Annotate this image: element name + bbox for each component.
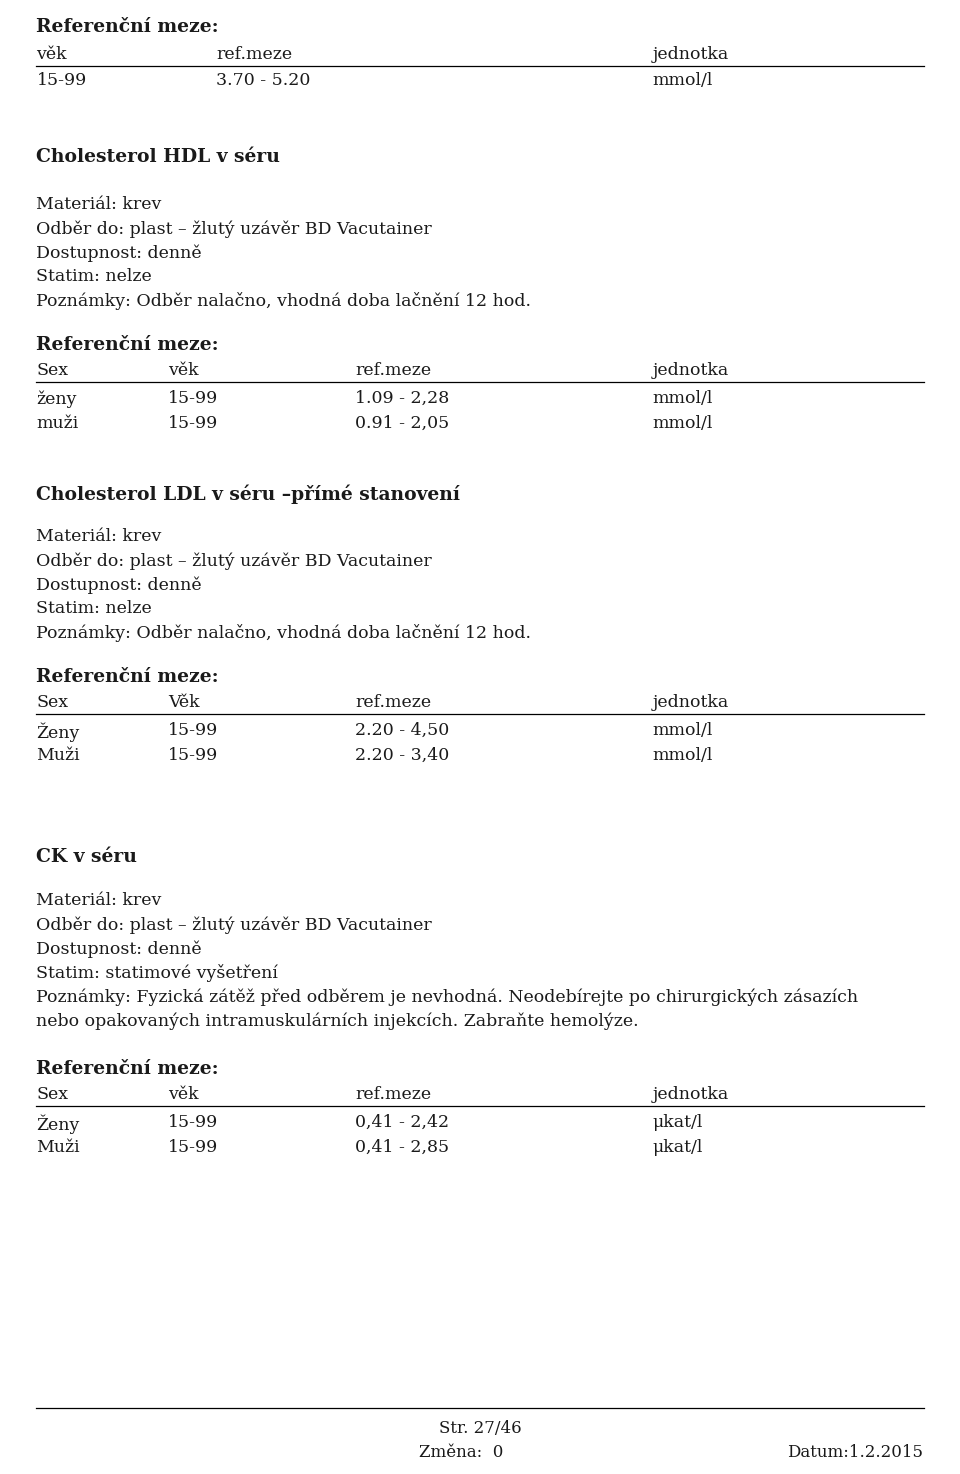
Text: věk: věk <box>168 1086 199 1103</box>
Text: 0,41 - 2,42: 0,41 - 2,42 <box>355 1114 449 1131</box>
Text: Referenční meze:: Referenční meze: <box>36 18 219 35</box>
Text: Změna:  0: Změna: 0 <box>419 1445 503 1461</box>
Text: 2.20 - 4,50: 2.20 - 4,50 <box>355 722 449 738</box>
Text: Sex: Sex <box>36 694 68 710</box>
Text: mmol/l: mmol/l <box>653 747 713 764</box>
Text: Ženy: Ženy <box>36 1114 80 1134</box>
Text: mmol/l: mmol/l <box>653 391 713 407</box>
Text: Muži: Muži <box>36 747 80 764</box>
Text: ref.meze: ref.meze <box>216 46 292 63</box>
Text: ref.meze: ref.meze <box>355 1086 431 1103</box>
Text: Věk: Věk <box>168 694 200 710</box>
Text: mmol/l: mmol/l <box>653 722 713 738</box>
Text: 1.09 - 2,28: 1.09 - 2,28 <box>355 391 449 407</box>
Text: ref.meze: ref.meze <box>355 363 431 379</box>
Text: Dostupnost: denně: Dostupnost: denně <box>36 576 203 594</box>
Text: Referenční meze:: Referenční meze: <box>36 1060 219 1077</box>
Text: Statim: statimové vyšetření: Statim: statimové vyšetření <box>36 964 278 982</box>
Text: mmol/l: mmol/l <box>653 72 713 88</box>
Text: 15-99: 15-99 <box>168 722 218 738</box>
Text: jednotka: jednotka <box>653 1086 729 1103</box>
Text: CK v séru: CK v séru <box>36 848 137 867</box>
Text: 15-99: 15-99 <box>168 1139 218 1156</box>
Text: Sex: Sex <box>36 1086 68 1103</box>
Text: Sex: Sex <box>36 363 68 379</box>
Text: jednotka: jednotka <box>653 46 729 63</box>
Text: Referenční meze:: Referenční meze: <box>36 336 219 354</box>
Text: 15-99: 15-99 <box>36 72 86 88</box>
Text: nebo opakovaných intramuskulárních injekcích. Zabraňte hemolýze.: nebo opakovaných intramuskulárních injek… <box>36 1013 639 1029</box>
Text: Materiál: krev: Materiál: krev <box>36 196 162 214</box>
Text: Statim: nelze: Statim: nelze <box>36 600 153 618</box>
Text: mmol/l: mmol/l <box>653 416 713 432</box>
Text: Datum:1.2.2015: Datum:1.2.2015 <box>787 1445 924 1461</box>
Text: Cholesterol LDL v séru –přímé stanovení: Cholesterol LDL v séru –přímé stanovení <box>36 483 461 504</box>
Text: 0.91 - 2,05: 0.91 - 2,05 <box>355 416 449 432</box>
Text: Ženy: Ženy <box>36 722 80 741</box>
Text: Muži: Muži <box>36 1139 80 1156</box>
Text: jednotka: jednotka <box>653 694 729 710</box>
Text: 15-99: 15-99 <box>168 391 218 407</box>
Text: μkat/l: μkat/l <box>653 1139 703 1156</box>
Text: Dostupnost: denně: Dostupnost: denně <box>36 245 203 261</box>
Text: Str. 27/46: Str. 27/46 <box>439 1419 521 1437</box>
Text: Cholesterol HDL v séru: Cholesterol HDL v séru <box>36 147 280 167</box>
Text: Poznámky: Fyzická zátěž před odběrem je nevhodná. Neodebírejte po chirurgických : Poznámky: Fyzická zátěž před odběrem je … <box>36 988 858 1005</box>
Text: Referenční meze:: Referenční meze: <box>36 668 219 685</box>
Text: Odběr do: plast – žlutý uzávěr BD Vacutainer: Odběr do: plast – žlutý uzávěr BD Vacuta… <box>36 551 432 569</box>
Text: Poznámky: Odběr nalačno, vhodná doba lačnění 12 hod.: Poznámky: Odběr nalačno, vhodná doba lač… <box>36 292 532 310</box>
Text: μkat/l: μkat/l <box>653 1114 703 1131</box>
Text: Odběr do: plast – žlutý uzávěr BD Vacutainer: Odběr do: plast – žlutý uzávěr BD Vacuta… <box>36 220 432 237</box>
Text: věk: věk <box>36 46 67 63</box>
Text: Poznámky: Odběr nalačno, vhodná doba lačnění 12 hod.: Poznámky: Odběr nalačno, vhodná doba lač… <box>36 624 532 643</box>
Text: 0,41 - 2,85: 0,41 - 2,85 <box>355 1139 449 1156</box>
Text: Dostupnost: denně: Dostupnost: denně <box>36 940 203 958</box>
Text: muži: muži <box>36 416 79 432</box>
Text: 15-99: 15-99 <box>168 416 218 432</box>
Text: jednotka: jednotka <box>653 363 729 379</box>
Text: Odběr do: plast – žlutý uzávěr BD Vacutainer: Odběr do: plast – žlutý uzávěr BD Vacuta… <box>36 915 432 933</box>
Text: 15-99: 15-99 <box>168 747 218 764</box>
Text: ženy: ženy <box>36 391 77 407</box>
Text: 15-99: 15-99 <box>168 1114 218 1131</box>
Text: věk: věk <box>168 363 199 379</box>
Text: Materiál: krev: Materiál: krev <box>36 892 162 909</box>
Text: 2.20 - 3,40: 2.20 - 3,40 <box>355 747 449 764</box>
Text: Statim: nelze: Statim: nelze <box>36 268 153 284</box>
Text: 3.70 - 5.20: 3.70 - 5.20 <box>216 72 310 88</box>
Text: ref.meze: ref.meze <box>355 694 431 710</box>
Text: Materiál: krev: Materiál: krev <box>36 528 162 545</box>
